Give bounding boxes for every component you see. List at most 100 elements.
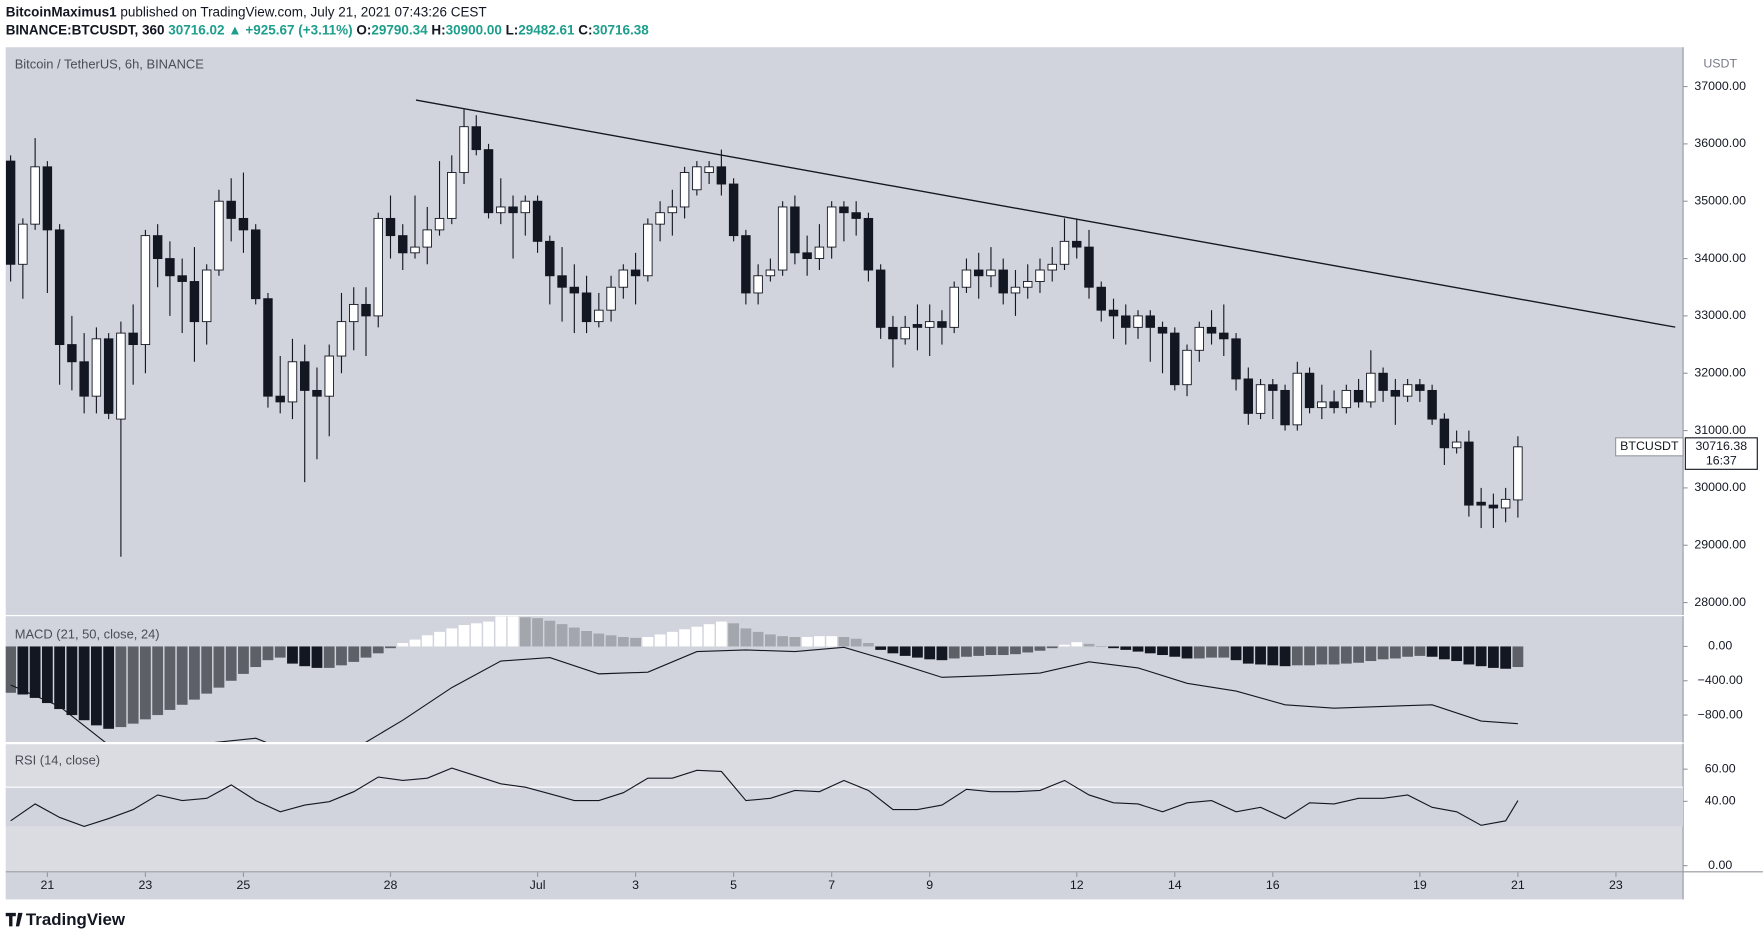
candle-body bbox=[1035, 269, 1045, 282]
macd-bar bbox=[519, 617, 531, 647]
y-tick-label: 33000.00 bbox=[1694, 308, 1746, 322]
candle-body bbox=[728, 183, 739, 237]
candle-body bbox=[1292, 372, 1303, 426]
candle-body bbox=[765, 269, 776, 277]
candle-body bbox=[839, 206, 849, 214]
x-tick-label: 3 bbox=[632, 878, 639, 892]
macd-bar bbox=[78, 646, 90, 721]
time-axis bbox=[5, 872, 1684, 900]
ohlc-label: H: bbox=[431, 22, 445, 37]
macd-bar bbox=[5, 646, 17, 693]
last-price: 30716.02 bbox=[168, 22, 224, 37]
candle-body bbox=[704, 166, 714, 174]
rsi-line bbox=[10, 767, 1519, 828]
macd-bar bbox=[274, 646, 286, 658]
macd-line bbox=[10, 646, 1518, 743]
candle-body bbox=[814, 246, 825, 260]
macd-bar bbox=[679, 629, 690, 647]
macd-bar bbox=[1500, 646, 1512, 669]
candle-body bbox=[1488, 504, 1499, 509]
macd-bar bbox=[434, 631, 445, 647]
candle-body bbox=[630, 269, 641, 277]
candle-body bbox=[226, 200, 236, 219]
macd-bar bbox=[1316, 646, 1328, 665]
macd-bar bbox=[201, 646, 213, 694]
rsi-title: RSI (14, close) bbox=[15, 753, 100, 768]
macd-bar bbox=[985, 646, 997, 656]
macd-bar bbox=[556, 624, 568, 647]
macd-panel bbox=[5, 616, 1684, 743]
macd-bar bbox=[1095, 646, 1107, 648]
macd-bar bbox=[152, 646, 164, 716]
macd-bar bbox=[90, 646, 102, 726]
candle-body bbox=[189, 281, 200, 323]
candle-body bbox=[1500, 498, 1511, 509]
candle-body bbox=[557, 275, 567, 288]
symbol-tag bbox=[1615, 437, 1684, 457]
x-tick-label: 7 bbox=[828, 878, 835, 892]
macd-bar bbox=[17, 646, 29, 695]
candle-body bbox=[618, 269, 629, 288]
candle-body bbox=[1096, 286, 1106, 311]
candle-body bbox=[802, 252, 812, 260]
macd-bar bbox=[446, 628, 458, 647]
candle-body bbox=[875, 269, 886, 328]
macd-bar bbox=[1377, 646, 1389, 660]
macd-bar bbox=[936, 646, 948, 661]
candle-body bbox=[1439, 418, 1450, 449]
candle-body bbox=[140, 235, 151, 346]
candle-body bbox=[532, 200, 543, 242]
macd-bar bbox=[176, 646, 188, 705]
macd-bar bbox=[1169, 646, 1181, 657]
candle-body bbox=[483, 149, 494, 214]
candle-body bbox=[545, 240, 555, 277]
candle-body bbox=[1170, 332, 1180, 386]
candle-body bbox=[1182, 349, 1192, 386]
macd-bar bbox=[323, 646, 335, 668]
published: published on TradingView.com, July 21, 2… bbox=[120, 4, 486, 19]
macd-bar bbox=[691, 626, 703, 647]
candle-body bbox=[361, 303, 371, 317]
candle-body bbox=[1317, 401, 1327, 409]
candle-body bbox=[324, 355, 334, 397]
macd-bar bbox=[1438, 646, 1450, 660]
macd-bar bbox=[752, 631, 764, 647]
macd-bar bbox=[66, 646, 78, 716]
candle-body bbox=[1219, 332, 1229, 340]
plot-layer: 21 23 25 28 Jul 3 5 7 9 12 14 16 19 21 23 BTCUSDT 30716.… bbox=[5, 79, 1758, 892]
publish-line: BitcoinMaximus1 published on TradingView… bbox=[6, 4, 487, 19]
macd-bar bbox=[728, 623, 740, 647]
candle-body bbox=[826, 206, 837, 248]
candle-body bbox=[973, 269, 984, 277]
price-title: Bitcoin / TetherUS, 6h, BINANCE bbox=[15, 57, 205, 72]
macd-bar bbox=[826, 636, 838, 647]
macd-bar bbox=[127, 646, 139, 724]
y-tick-label: 31000.00 bbox=[1694, 423, 1746, 437]
macd-bar bbox=[29, 646, 41, 698]
candle-body bbox=[287, 361, 298, 403]
candle-body bbox=[1023, 281, 1033, 288]
candle-body bbox=[103, 338, 114, 414]
candle-body bbox=[1464, 441, 1474, 506]
macd-bar bbox=[1328, 646, 1340, 665]
candle-body bbox=[741, 235, 751, 294]
author: BitcoinMaximus1 bbox=[6, 4, 117, 19]
candle-body bbox=[54, 229, 65, 346]
logo-text: TradingView bbox=[26, 910, 126, 929]
candle-body bbox=[949, 286, 959, 328]
y-tick-label: 40.00 bbox=[1705, 794, 1736, 808]
x-tick-label: 23 bbox=[139, 878, 153, 892]
price-tag-countdown: 16:37 bbox=[1706, 454, 1737, 468]
macd-bar bbox=[287, 646, 298, 664]
macd-bar bbox=[336, 646, 347, 666]
candle-body bbox=[91, 338, 102, 397]
macd-bar bbox=[1083, 643, 1095, 647]
y-tick-label: 37000.00 bbox=[1694, 79, 1746, 93]
macd-bar bbox=[1451, 646, 1463, 662]
macd-bar bbox=[1304, 646, 1315, 666]
y-tick-label: 30000.00 bbox=[1694, 480, 1746, 494]
candle-body bbox=[912, 324, 923, 328]
candle-body bbox=[299, 361, 310, 391]
candle-body bbox=[1366, 372, 1376, 403]
macd-bar bbox=[912, 646, 923, 658]
